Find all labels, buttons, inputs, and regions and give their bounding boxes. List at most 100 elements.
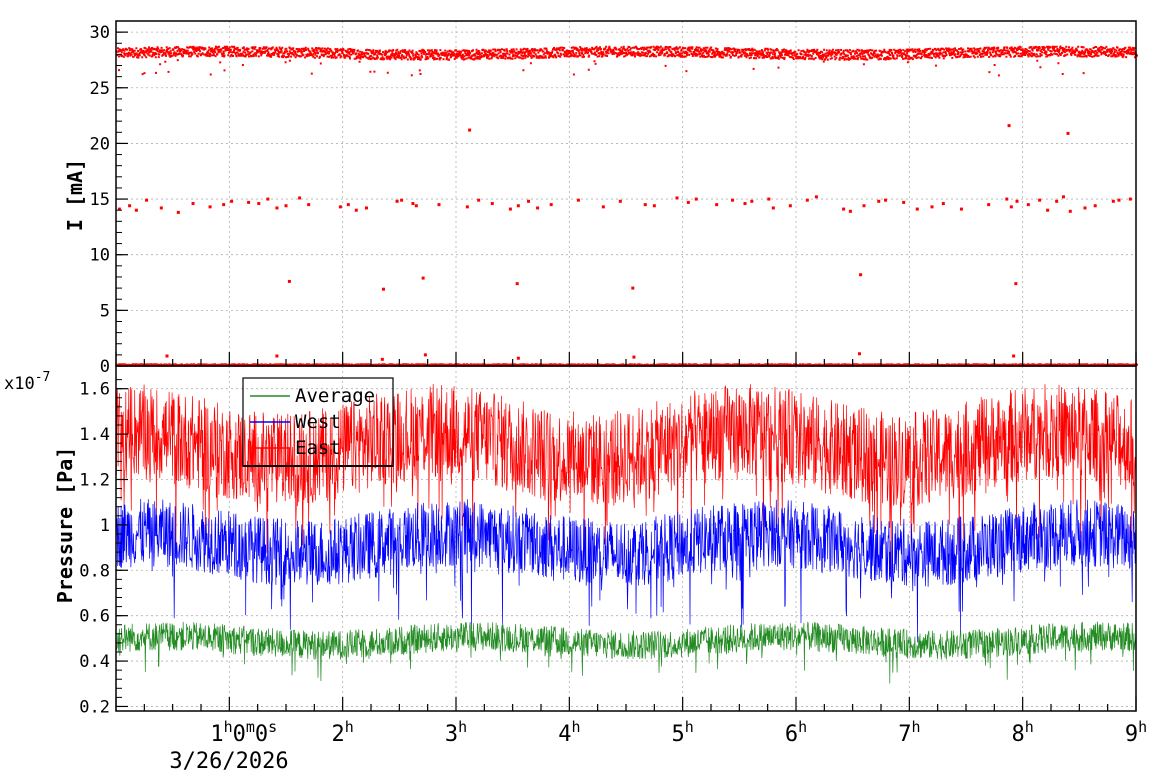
current-point bbox=[395, 199, 399, 203]
series-line-west bbox=[115, 498, 1137, 643]
x-tick-label: 4h bbox=[558, 718, 580, 747]
x-tick-label-value: 1 bbox=[210, 722, 223, 747]
x-tick-label-value: 2 bbox=[332, 722, 345, 747]
x-tick-label: 2h bbox=[332, 718, 354, 747]
current-point bbox=[601, 205, 605, 209]
legend-label-west: West bbox=[295, 411, 341, 433]
x-tick-label-value: 6 bbox=[785, 722, 798, 747]
legend-label-average: Average bbox=[295, 385, 375, 407]
y-tick-label: 10 bbox=[90, 246, 110, 266]
current-point bbox=[930, 205, 934, 209]
current-point bbox=[743, 202, 747, 206]
x-tick-label: 1h0m0s bbox=[210, 718, 277, 747]
current-point bbox=[1009, 205, 1013, 209]
current-point bbox=[128, 204, 132, 208]
current-point bbox=[515, 282, 519, 286]
current-point bbox=[354, 208, 358, 212]
x-tick-label-value: 4 bbox=[558, 722, 571, 747]
exponent-power: -7 bbox=[35, 370, 51, 385]
current-point bbox=[298, 196, 302, 200]
x-tick-label: 5h bbox=[672, 718, 694, 747]
current-point bbox=[805, 198, 809, 202]
x-tick-label-value: 5 bbox=[672, 722, 685, 747]
current-point bbox=[686, 200, 690, 204]
current-point bbox=[884, 198, 888, 202]
pressure-panel: 0.2 0.4 0.6 0.8 1 1.2 1.4 1.6 Pressure [Pa] x10… bbox=[4, 365, 1137, 717]
x-tick-label-unit: h bbox=[458, 718, 467, 736]
y-tick-label: 1.4 bbox=[79, 425, 110, 445]
current-point bbox=[576, 198, 580, 202]
current-point bbox=[549, 203, 553, 207]
current-point bbox=[1093, 204, 1097, 208]
y-tick-label: 1.6 bbox=[79, 380, 110, 400]
current-point bbox=[208, 205, 212, 209]
current-point bbox=[731, 198, 735, 202]
x-tick-label: 9h bbox=[1125, 718, 1147, 747]
current-point bbox=[411, 202, 415, 206]
current-point bbox=[1083, 206, 1087, 210]
current-grid bbox=[116, 21, 1137, 367]
x-tick-label: 3h bbox=[445, 718, 467, 747]
current-y-axis-title: I [mA] bbox=[63, 159, 87, 231]
current-point bbox=[643, 203, 647, 207]
exponent-base: x10 bbox=[4, 374, 35, 394]
pressure-exponent-label: x10-7 bbox=[4, 370, 50, 394]
current-point bbox=[266, 197, 270, 201]
x-tick-label-unit: h bbox=[345, 718, 354, 736]
x-tick-label-unit: h bbox=[911, 718, 920, 736]
current-point bbox=[941, 202, 945, 206]
current-point bbox=[1055, 199, 1059, 203]
current-point bbox=[346, 203, 350, 207]
current-point bbox=[117, 207, 121, 211]
current-point bbox=[814, 195, 818, 199]
current-point bbox=[1005, 197, 1009, 201]
series-line-east bbox=[115, 383, 1137, 574]
legend-label-east: East bbox=[295, 437, 341, 459]
current-point bbox=[959, 207, 963, 211]
current-point bbox=[284, 204, 288, 208]
pressure-y-axis-title: Pressure [Pa] bbox=[53, 447, 77, 604]
x-tick-label-unit: h bbox=[685, 718, 694, 736]
x-tick-label-value: 7 bbox=[898, 722, 911, 747]
y-tick-label: 0.8 bbox=[79, 561, 110, 581]
current-point bbox=[859, 273, 863, 277]
current-point bbox=[1111, 199, 1115, 203]
current-point bbox=[465, 205, 469, 209]
pressure-legend: Average West East bbox=[242, 377, 394, 467]
current-point bbox=[516, 204, 520, 208]
current-point bbox=[902, 200, 906, 204]
current-point bbox=[1128, 197, 1132, 201]
date-label: 3/26/2026 bbox=[169, 749, 288, 774]
current-point bbox=[275, 206, 279, 210]
current-point bbox=[400, 198, 404, 202]
current-point bbox=[1007, 124, 1011, 128]
x-tick-label-minutes: 0 bbox=[233, 722, 246, 747]
current-point bbox=[1117, 198, 1121, 202]
current-point bbox=[842, 207, 846, 211]
legend-entry-average: Average bbox=[250, 385, 375, 407]
current-point bbox=[857, 352, 861, 356]
current-point bbox=[694, 197, 698, 201]
x-tick-label: 8h bbox=[1012, 718, 1034, 747]
x-tick-label-value: 3 bbox=[445, 722, 458, 747]
current-point bbox=[1066, 131, 1070, 135]
current-point bbox=[527, 199, 531, 203]
current-point bbox=[1061, 195, 1065, 199]
current-point bbox=[632, 355, 636, 359]
y-tick-label: 0 bbox=[100, 357, 110, 377]
current-point bbox=[191, 202, 195, 206]
y-tick-label: 1.2 bbox=[79, 470, 110, 490]
y-tick-label: 0.2 bbox=[79, 697, 110, 717]
current-point bbox=[788, 204, 792, 208]
current-point bbox=[338, 205, 342, 209]
current-point bbox=[176, 210, 180, 214]
x-tick-label-unit: h bbox=[571, 718, 580, 736]
current-point bbox=[862, 204, 866, 208]
current-point bbox=[618, 199, 622, 203]
current-point bbox=[381, 287, 385, 291]
current-point bbox=[477, 198, 481, 202]
current-point bbox=[468, 128, 472, 132]
current-point bbox=[675, 196, 679, 200]
current-point bbox=[1014, 282, 1018, 286]
